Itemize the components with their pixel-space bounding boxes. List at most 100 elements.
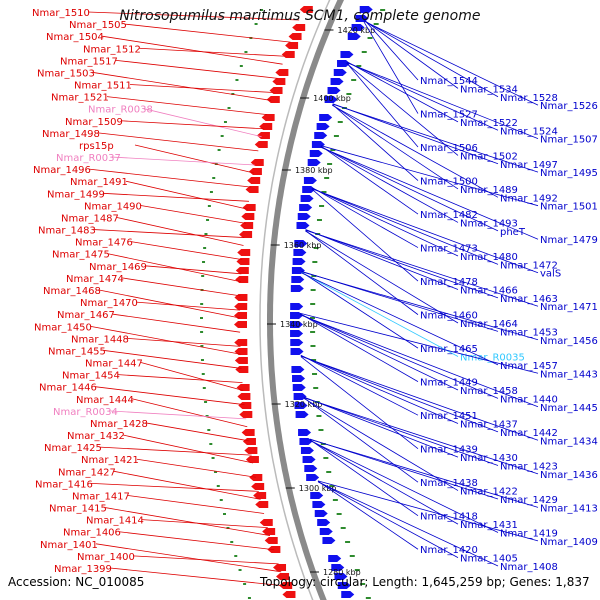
forward-gene-arrow xyxy=(235,366,249,373)
right-label-connector xyxy=(364,20,459,89)
right-label-connector xyxy=(363,21,419,114)
reverse-gene-arrow xyxy=(309,150,323,157)
left-gene-label: Nmar_1503 xyxy=(37,68,95,79)
right-gene-label: Nmar_1502 xyxy=(460,151,518,162)
reverse-gene-arrow xyxy=(314,132,328,139)
left-gene-label: Nmar_1415 xyxy=(49,504,107,515)
reverse-gene-arrow xyxy=(324,96,338,103)
right-label-connector xyxy=(301,272,499,366)
left-gene-label: Nmar_1399 xyxy=(54,564,112,575)
left-gene-label: Nmar_1509 xyxy=(65,117,123,128)
right-label-connector xyxy=(320,146,499,232)
left-gene-label: Nmar_1476 xyxy=(75,238,133,249)
left-gene-label: Nmar_1432 xyxy=(67,431,125,442)
right-gene-label: Nmar_1418 xyxy=(420,512,478,523)
right-gene-label: Nmar_1423 xyxy=(500,461,558,472)
right-gene-label: Nmar_1437 xyxy=(460,420,518,431)
right-gene-label: Nmar_1409 xyxy=(540,537,598,548)
forward-gene-arrow xyxy=(262,528,276,535)
reverse-gene-arrow xyxy=(290,330,304,337)
scale-tick-label: 1380 kbp xyxy=(295,166,333,175)
right-gene-label: Nmar_1482 xyxy=(420,210,478,221)
reverse-gene-arrow xyxy=(292,258,306,265)
forward-gene-arrow xyxy=(288,33,302,40)
reverse-gene-arrow xyxy=(292,384,306,391)
right-gene-label: Nmar_1419 xyxy=(500,528,558,539)
reverse-gene-arrow xyxy=(355,15,369,22)
left-gene-label: Nmar_1444 xyxy=(76,395,134,406)
right-label-connector xyxy=(304,397,539,475)
left-gene-label: Nmar_1416 xyxy=(35,479,93,490)
right-label-connector xyxy=(300,355,539,441)
right-gene-label: Nmar_1526 xyxy=(540,101,598,112)
reverse-gene-arrow xyxy=(293,249,307,256)
right-label-connector xyxy=(346,62,539,140)
left-gene-label: rps15p xyxy=(79,141,114,152)
left-label-connector xyxy=(115,59,278,79)
right-gene-label: Nmar_1457 xyxy=(500,361,558,372)
right-gene-label: Nmar_1429 xyxy=(500,495,558,506)
reverse-gene-arrow xyxy=(330,78,344,85)
forward-gene-arrow xyxy=(234,357,248,364)
reverse-gene-arrow xyxy=(300,447,314,454)
forward-gene-arrow xyxy=(237,249,251,256)
right-gene-label: Nmar_1466 xyxy=(460,285,518,296)
left-label-connector xyxy=(126,337,241,347)
right-label-connector xyxy=(321,145,539,207)
left-gene-label: Nmar_1470 xyxy=(80,298,138,309)
left-label-connector xyxy=(102,192,249,202)
reverse-gene-arrow xyxy=(331,564,345,571)
right-label-connector xyxy=(317,480,419,550)
right-gene-label: Nmar_1478 xyxy=(420,277,478,288)
right-gene-label: Nmar_1527 xyxy=(420,110,478,121)
left-label-connector xyxy=(106,96,268,116)
reverse-gene-arrow xyxy=(291,366,305,373)
left-label-connector xyxy=(120,120,264,130)
left-label-connector xyxy=(117,374,243,384)
right-label-connector xyxy=(346,63,459,156)
left-label-connector xyxy=(93,229,245,238)
right-gene-label: Nmar_1534 xyxy=(460,84,518,95)
left-gene-label: Nmar_1428 xyxy=(90,419,148,430)
left-label-connector xyxy=(107,253,242,283)
right-label-connector xyxy=(299,313,419,383)
left-label-connector xyxy=(144,265,242,275)
forward-gene-arrow xyxy=(259,123,273,130)
forward-gene-arrow xyxy=(244,447,258,454)
forward-gene-arrow xyxy=(239,231,253,238)
reverse-gene-arrow xyxy=(347,33,361,40)
right-label-connector xyxy=(303,396,459,458)
right-gene-label: valS xyxy=(540,269,561,280)
right-gene-label: Nmar_1489 xyxy=(460,185,518,196)
reverse-gene-arrow xyxy=(337,60,351,67)
left-gene-label: Nmar_1468 xyxy=(43,286,101,297)
left-gene-label: Nmar_R0034 xyxy=(53,407,118,418)
forward-gene-arrow xyxy=(281,51,295,58)
right-label-connector xyxy=(346,61,499,131)
right-gene-label: Nmar_1434 xyxy=(540,436,598,447)
right-label-connector xyxy=(311,187,499,265)
right-label-connector xyxy=(332,103,539,173)
forward-gene-arrow xyxy=(236,384,250,391)
forward-gene-arrow xyxy=(259,519,273,526)
reverse-gene-arrow xyxy=(351,24,365,31)
right-gene-label: Nmar_1463 xyxy=(500,294,558,305)
genome-backbone-outline xyxy=(259,0,331,600)
forward-gene-arrow xyxy=(272,78,286,85)
right-gene-label: Nmar_1501 xyxy=(540,202,598,213)
right-gene-label: Nmar_1420 xyxy=(420,545,478,556)
right-label-connector xyxy=(332,104,459,190)
forward-gene-arrow xyxy=(253,492,267,499)
left-gene-label: Nmar_1455 xyxy=(48,346,106,357)
forward-gene-arrow xyxy=(240,222,254,229)
forward-gene-arrow xyxy=(247,177,261,184)
accession-label: Accession: NC_010085 xyxy=(8,575,145,589)
left-label-connector xyxy=(141,519,268,529)
right-label-connector xyxy=(363,20,539,106)
right-gene-label: Nmar_1464 xyxy=(460,319,518,330)
right-label-connector xyxy=(303,397,499,466)
left-label-connector xyxy=(101,35,283,65)
reverse-gene-arrow xyxy=(294,240,308,247)
